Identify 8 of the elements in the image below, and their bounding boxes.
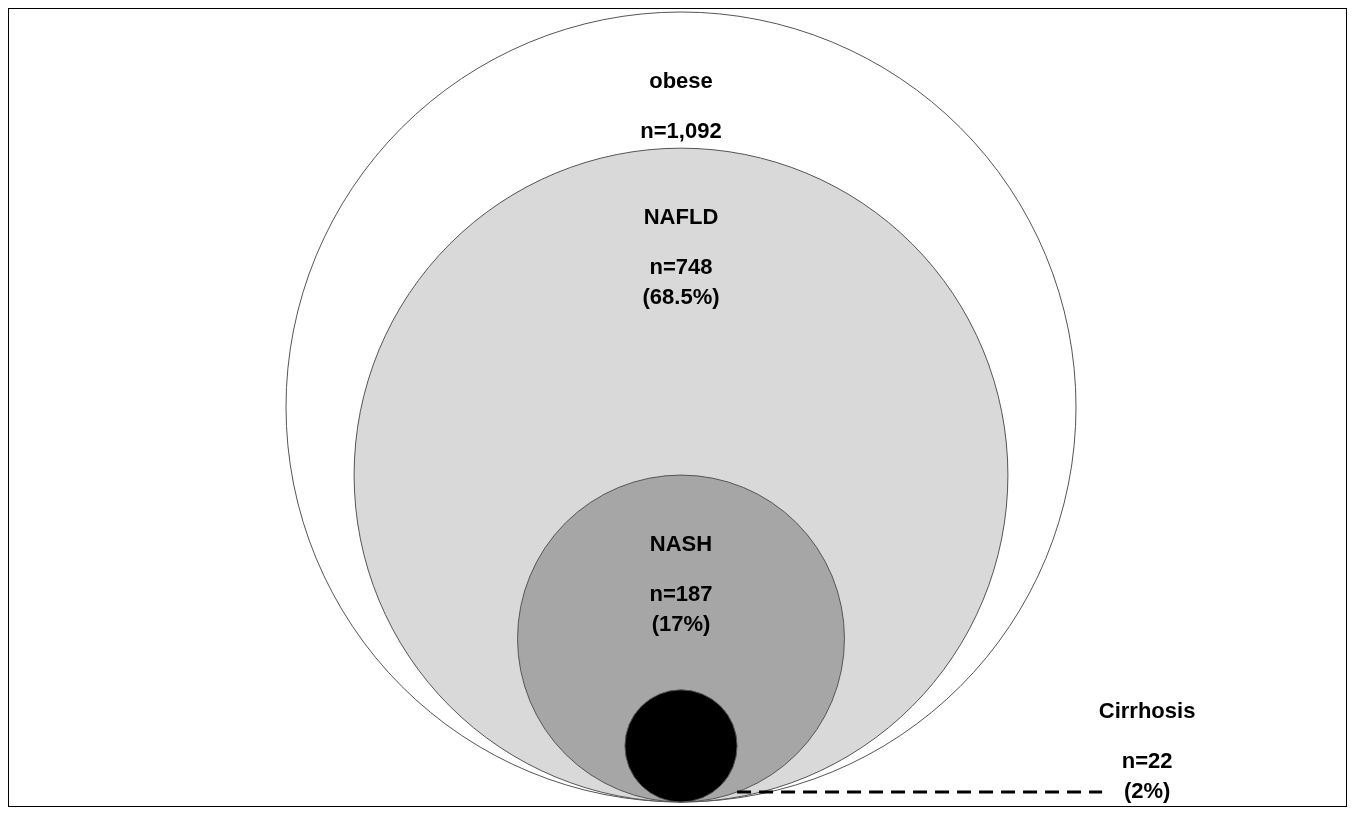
data-label: n=1,092 [640,118,722,144]
data-label: n=748 (68.5%) [642,254,720,310]
category-label: Cirrhosis [1098,698,1196,724]
category-label: NASH [649,531,713,557]
data-label: n=187 (17%) [649,581,713,637]
category-label: obese [649,68,713,94]
category-label: NAFLD [643,204,719,230]
data-label: n=22 (2%) [1121,748,1173,804]
